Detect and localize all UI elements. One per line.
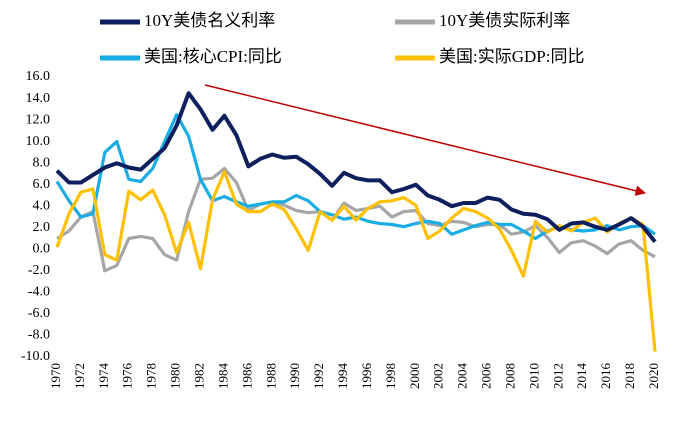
legend-label: 10Y美债名义利率 <box>144 11 275 30</box>
y-tick-label: -10.0 <box>21 349 50 364</box>
x-tick-label: 1992 <box>311 363 326 389</box>
x-tick-label: 2010 <box>526 363 541 389</box>
x-tick-label: 2006 <box>479 363 494 390</box>
y-tick-label: -6.0 <box>28 306 50 321</box>
y-tick-label: 6.0 <box>33 177 51 192</box>
x-tick-label: 1978 <box>144 363 159 389</box>
y-tick-label: -2.0 <box>28 263 50 278</box>
x-tick-label: 2012 <box>550 363 565 389</box>
series-line <box>55 91 657 244</box>
x-tick-label: 1984 <box>215 363 230 390</box>
series-line <box>55 170 657 352</box>
x-tick-label: 1974 <box>96 363 111 390</box>
y-tick-label: -8.0 <box>28 328 50 343</box>
legend-label: 美国:实际GDP:同比 <box>439 47 584 66</box>
x-tick-label: 1994 <box>335 363 350 390</box>
legend-label: 10Y美债实际利率 <box>439 11 570 30</box>
y-tick-label: 12.0 <box>26 112 51 127</box>
y-tick-label: 16.0 <box>26 69 51 84</box>
x-tick-label: 2020 <box>646 363 661 389</box>
trend-arrow <box>204 84 647 196</box>
x-tick-label: 1970 <box>48 363 63 389</box>
x-tick-label: 2016 <box>598 363 613 390</box>
series-line <box>56 166 656 273</box>
x-tick-label: 1986 <box>239 363 254 390</box>
x-tick-label: 2002 <box>431 363 446 389</box>
x-tick-label: 1976 <box>120 363 135 390</box>
x-tick-label: 2014 <box>574 363 589 390</box>
y-tick-label: 4.0 <box>33 198 51 213</box>
x-tick-label: 2004 <box>455 363 470 390</box>
y-tick-label: 0.0 <box>33 242 51 257</box>
x-tick-label: 1990 <box>287 363 302 389</box>
x-tick-label: 1996 <box>359 363 374 390</box>
y-tick-label: 8.0 <box>33 155 51 170</box>
x-tick-label: 1980 <box>168 363 183 389</box>
x-tick-label: 2018 <box>622 363 637 389</box>
x-tick-label: 1998 <box>383 363 398 389</box>
legend-label: 美国:核心CPI:同比 <box>144 47 282 66</box>
plot-area <box>55 91 657 352</box>
y-tick-label: 14.0 <box>26 91 51 106</box>
y-tick-label: -4.0 <box>28 285 50 300</box>
x-tick-label: 2008 <box>502 363 517 389</box>
y-tick-label: 10.0 <box>26 134 51 149</box>
x-tick-label: 1988 <box>263 363 278 389</box>
x-tick-label: 1972 <box>72 363 87 389</box>
x-tick-label: 1982 <box>192 363 207 389</box>
x-tick-label: 2000 <box>407 363 422 389</box>
y-tick-label: 2.0 <box>33 220 51 235</box>
